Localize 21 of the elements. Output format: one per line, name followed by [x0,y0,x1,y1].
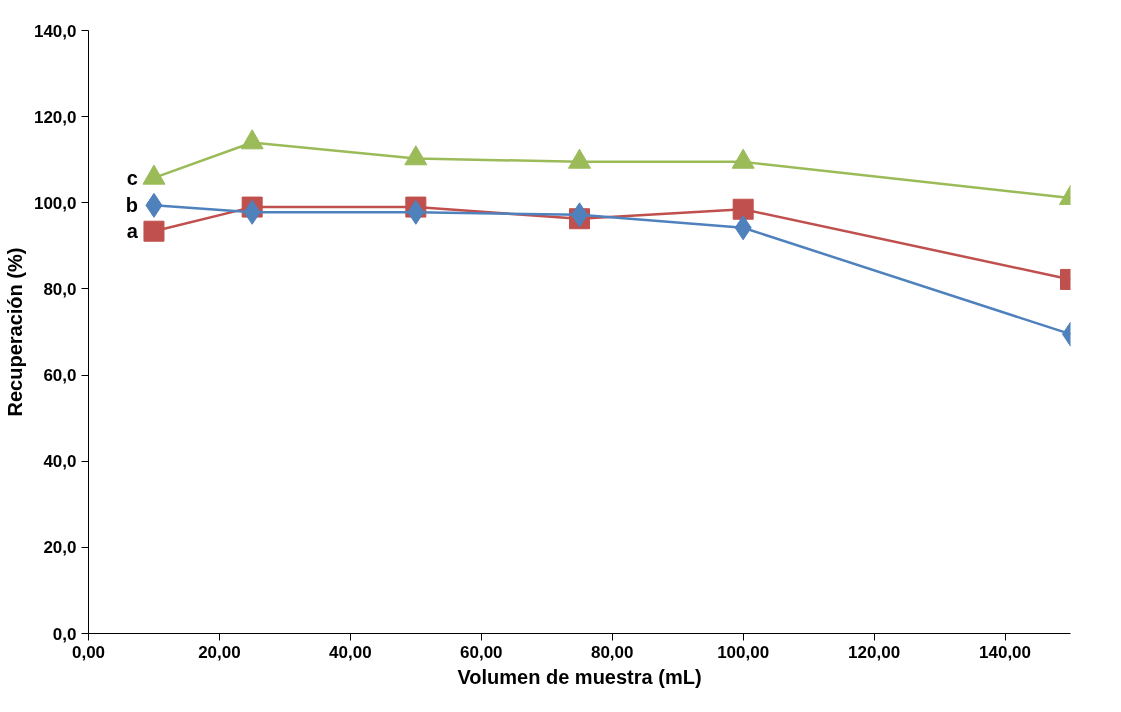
series-label: b [125,194,138,217]
y-axis-title: Recuperación (%) [3,247,26,417]
x-tick-label: 40,00 [329,642,372,662]
y-tick-label: 140,0 [33,21,77,41]
x-tick-label: 60,00 [460,642,503,662]
series-label: c [126,166,138,189]
x-tick-label: 140,00 [979,642,1032,662]
series-label: a [126,220,139,243]
x-tick-label: 0,00 [71,642,106,662]
x-tick-label: 80,00 [590,642,634,662]
x-tick-label: 100,00 [717,642,770,662]
y-tick-label: 120,0 [33,107,77,127]
y-tick-label: 0,0 [52,624,77,644]
y-tick-label: 80,0 [43,279,77,299]
x-tick-label: 120,00 [848,642,901,662]
y-tick-label: 20,0 [43,538,77,558]
x-tick-label: 20,00 [198,642,241,662]
x-axis-title: Volumen de muestra (mL) [457,665,702,688]
y-tick-label: 40,0 [43,452,77,472]
y-tick-label: 60,0 [43,366,77,386]
y-tick-label: 100,0 [33,193,77,213]
